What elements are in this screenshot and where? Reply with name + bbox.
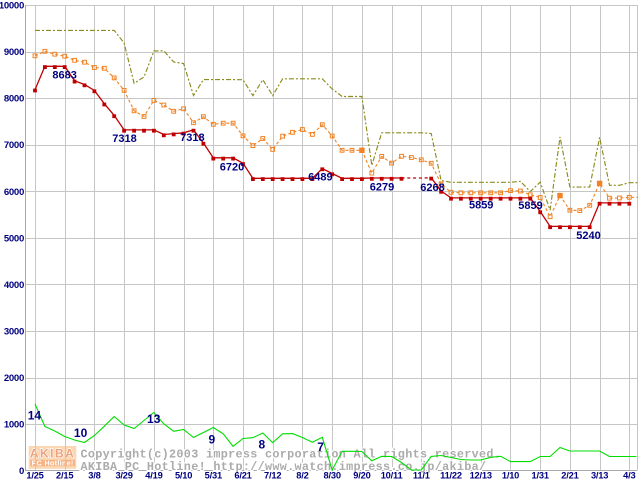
svg-text:6279: 6279 xyxy=(370,181,394,193)
svg-text:10: 10 xyxy=(74,426,88,440)
svg-text:8000: 8000 xyxy=(4,94,24,105)
svg-text:8/2: 8/2 xyxy=(296,471,308,480)
svg-text:PC Hotline!: PC Hotline! xyxy=(32,458,74,467)
svg-text:10000: 10000 xyxy=(0,1,24,12)
svg-text:7: 7 xyxy=(317,440,324,454)
svg-text:4/19: 4/19 xyxy=(145,471,162,480)
svg-text:6268: 6268 xyxy=(420,182,444,194)
svg-text:1/10: 1/10 xyxy=(502,471,519,480)
svg-text:3/8: 3/8 xyxy=(88,471,100,480)
svg-text:6/21: 6/21 xyxy=(234,471,251,480)
svg-text:1/25: 1/25 xyxy=(26,471,43,480)
svg-text:6489: 6489 xyxy=(308,171,332,183)
svg-text:5859: 5859 xyxy=(518,200,542,212)
svg-text:13: 13 xyxy=(147,412,161,426)
svg-text:11/1: 11/1 xyxy=(413,471,430,480)
svg-text:5/31: 5/31 xyxy=(205,471,222,480)
svg-text:9000: 9000 xyxy=(4,47,24,58)
svg-text:AKIBA: AKIBA xyxy=(30,446,76,460)
svg-text:3/13: 3/13 xyxy=(591,471,608,480)
svg-text:AKIBA PC Hotline! http://www.: AKIBA PC Hotline! http://www.watch.impre… xyxy=(81,460,487,474)
svg-text:2/15: 2/15 xyxy=(56,471,73,480)
svg-text:2000: 2000 xyxy=(4,373,24,384)
svg-text:8/30: 8/30 xyxy=(324,471,341,480)
svg-text:5000: 5000 xyxy=(4,233,24,244)
svg-text:0: 0 xyxy=(19,466,24,477)
svg-text:6720: 6720 xyxy=(220,162,244,174)
svg-text:Copyright(c)2003 impress corpo: Copyright(c)2003 impress corporation All… xyxy=(81,447,502,461)
svg-text:10/11: 10/11 xyxy=(381,471,403,480)
svg-text:12/13: 12/13 xyxy=(470,471,492,480)
svg-text:9/20: 9/20 xyxy=(353,471,370,480)
svg-text:7000: 7000 xyxy=(4,140,24,151)
svg-text:8683: 8683 xyxy=(52,69,76,81)
svg-text:7318: 7318 xyxy=(112,133,136,145)
svg-text:1/31: 1/31 xyxy=(532,471,549,480)
svg-text:2/21: 2/21 xyxy=(561,471,578,480)
svg-text:5/10: 5/10 xyxy=(175,471,192,480)
svg-text:14: 14 xyxy=(28,408,42,422)
svg-text:4000: 4000 xyxy=(4,280,24,291)
svg-text:9: 9 xyxy=(209,432,216,446)
svg-text:11/22: 11/22 xyxy=(440,471,462,480)
svg-text:1000: 1000 xyxy=(4,420,24,431)
svg-text:5240: 5240 xyxy=(576,230,600,242)
svg-text:7/12: 7/12 xyxy=(264,471,281,480)
svg-text:8: 8 xyxy=(259,437,266,451)
svg-text:4/3: 4/3 xyxy=(623,471,635,480)
svg-text:3/29: 3/29 xyxy=(115,471,132,480)
svg-text:6000: 6000 xyxy=(4,187,24,198)
svg-text:5859: 5859 xyxy=(469,200,493,212)
svg-text:7318: 7318 xyxy=(180,132,204,144)
svg-text:3000: 3000 xyxy=(4,327,24,338)
